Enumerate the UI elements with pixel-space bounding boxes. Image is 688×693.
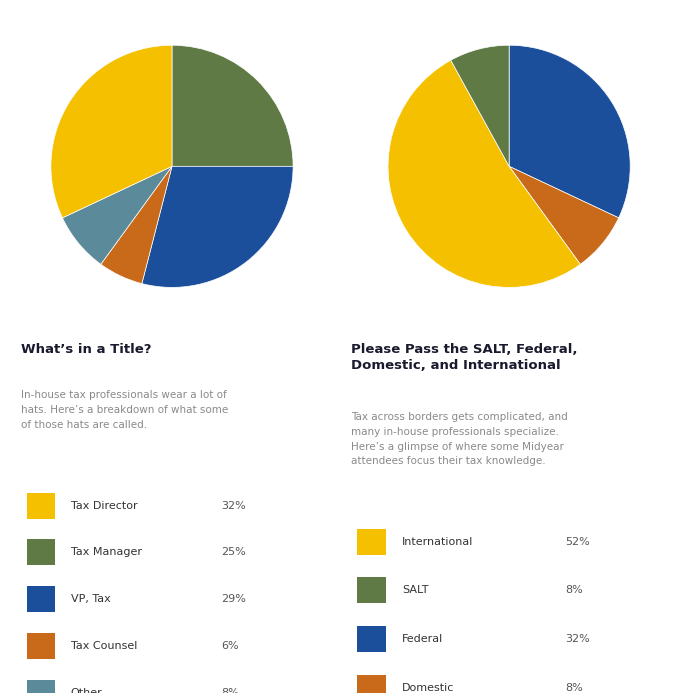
Wedge shape — [509, 45, 630, 218]
FancyBboxPatch shape — [27, 586, 54, 613]
Text: 32%: 32% — [566, 634, 590, 644]
Text: International: International — [402, 536, 473, 547]
Text: Tax Manager: Tax Manager — [71, 547, 142, 557]
Wedge shape — [101, 166, 172, 283]
Wedge shape — [142, 166, 293, 288]
Text: Please Pass the SALT, Federal,
Domestic, and International: Please Pass the SALT, Federal, Domestic,… — [351, 344, 577, 372]
Text: 8%: 8% — [566, 683, 583, 692]
Text: Tax across borders gets complicated, and
many in-house professionals specialize.: Tax across borders gets complicated, and… — [351, 412, 568, 466]
FancyBboxPatch shape — [358, 674, 385, 693]
Text: 29%: 29% — [221, 595, 246, 604]
Text: 32%: 32% — [221, 500, 246, 511]
Text: In-house tax professionals wear a lot of
hats. Here’s a breakdown of what some
o: In-house tax professionals wear a lot of… — [21, 390, 228, 430]
Text: SALT: SALT — [402, 586, 429, 595]
Text: What’s in a Title?: What’s in a Title? — [21, 344, 151, 356]
Wedge shape — [51, 45, 172, 218]
Wedge shape — [509, 166, 619, 264]
Text: 25%: 25% — [221, 547, 246, 557]
FancyBboxPatch shape — [27, 539, 54, 565]
Wedge shape — [63, 166, 172, 264]
FancyBboxPatch shape — [358, 626, 385, 652]
FancyBboxPatch shape — [27, 680, 54, 693]
FancyBboxPatch shape — [358, 577, 385, 604]
Text: Federal: Federal — [402, 634, 443, 644]
Text: 8%: 8% — [566, 586, 583, 595]
Text: 6%: 6% — [221, 641, 239, 651]
FancyBboxPatch shape — [27, 493, 54, 518]
Wedge shape — [172, 45, 293, 166]
FancyBboxPatch shape — [358, 529, 385, 554]
Text: VP, Tax: VP, Tax — [71, 595, 111, 604]
Wedge shape — [451, 45, 509, 166]
Text: Domestic: Domestic — [402, 683, 455, 692]
Text: Tax Director: Tax Director — [71, 500, 138, 511]
Text: Tax Counsel: Tax Counsel — [71, 641, 137, 651]
Text: Other: Other — [71, 688, 103, 693]
FancyBboxPatch shape — [27, 633, 54, 659]
Wedge shape — [388, 60, 580, 288]
Text: 52%: 52% — [566, 536, 590, 547]
Text: 8%: 8% — [221, 688, 239, 693]
